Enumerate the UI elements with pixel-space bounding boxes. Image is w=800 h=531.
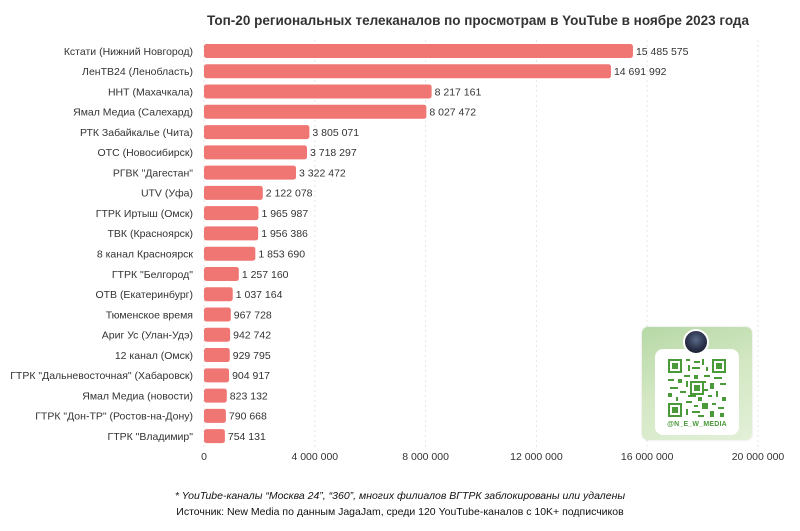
bar	[204, 327, 231, 342]
bar	[204, 206, 259, 221]
category-label: ЛенТВ24 (Ленобласть)	[82, 66, 193, 78]
qr-panel: @N_E_W_MEDIA	[655, 349, 739, 435]
footnote-note: * YouTube-каналы “Москва 24”, “360”, мно…	[174, 490, 626, 502]
bars	[204, 44, 633, 444]
avatar-logo	[683, 329, 709, 355]
x-tick-label: 4 000 000	[291, 451, 338, 463]
value-label: 942 742	[233, 330, 271, 342]
bar	[204, 226, 259, 241]
bar	[204, 266, 239, 281]
bar	[204, 408, 226, 423]
value-label: 967 728	[234, 309, 272, 321]
bar	[204, 348, 230, 363]
value-label: 929 795	[233, 350, 271, 362]
category-label: Тюменское время	[106, 309, 193, 321]
value-label: 15 485 575	[636, 46, 689, 58]
bar	[204, 84, 432, 99]
value-label: 1 037 164	[236, 289, 283, 301]
bar	[204, 307, 231, 322]
x-axis-ticks: 0 4 000 000 8 000 000 12 000 000 16 000 000 2…	[201, 451, 784, 463]
bar	[204, 145, 307, 160]
category-label: ОТВ (Екатеринбург)	[95, 289, 193, 301]
value-label: 1 956 386	[261, 228, 308, 240]
category-label: Ямал Медиа (новости)	[82, 390, 193, 402]
value-label: 8 217 161	[435, 86, 482, 98]
category-label: РГВК "Дагестан"	[113, 167, 193, 179]
value-label: 1 853 690	[258, 249, 305, 261]
value-label: 3 718 297	[310, 147, 357, 159]
value-labels: 15 485 575 14 691 992 8 217 161 8 027 472 3 …	[228, 46, 689, 443]
qr-card: @N_E_W_MEDIA	[642, 327, 752, 440]
category-label: UTV (Уфа)	[141, 188, 193, 200]
value-label: 823 132	[230, 390, 268, 402]
bar	[204, 185, 263, 200]
value-label: 790 668	[229, 411, 267, 423]
value-label: 1 965 987	[261, 208, 308, 220]
category-label: ГТРК "Владимир"	[108, 431, 194, 443]
category-label: Ямал Медиа (Салехард)	[73, 107, 193, 119]
value-label: 3 322 472	[299, 167, 346, 179]
category-label: Кстати (Нижний Новгород)	[64, 46, 193, 58]
bar	[204, 287, 233, 302]
category-label: ГТРК "Дон-ТР" (Ростов-на-Дону)	[35, 411, 193, 423]
value-label: 3 805 071	[312, 127, 359, 139]
category-label: Ариг Ус (Улан-Удэ)	[102, 330, 193, 342]
category-labels: Кстати (Нижний Новгород) ЛенТВ24 (Ленобла…	[10, 46, 193, 443]
bar	[204, 125, 310, 140]
bar	[204, 388, 227, 403]
qr-code-icon	[668, 359, 726, 417]
bar	[204, 165, 297, 180]
category-label: ОТС (Новосибирск)	[98, 147, 193, 159]
value-label: 754 131	[228, 431, 266, 443]
category-label: РТК Забайкалье (Чита)	[80, 127, 193, 139]
x-tick-label: 16 000 000	[621, 451, 674, 463]
category-label: ГТРК "Белгород"	[112, 269, 193, 281]
category-label: ГТРК Иртыш (Омск)	[96, 208, 193, 220]
value-label: 2 122 078	[266, 188, 313, 200]
bar	[204, 368, 230, 383]
value-label: 8 027 472	[429, 107, 476, 119]
bar	[204, 64, 611, 79]
value-label: 14 691 992	[614, 66, 667, 78]
bar	[204, 44, 633, 58]
category-label: ТВК (Красноярск)	[108, 228, 194, 240]
x-tick-label: 8 000 000	[402, 451, 449, 463]
chart-title: Топ-20 региональных телеканалов по просм…	[207, 13, 749, 28]
value-label: 904 917	[232, 370, 270, 382]
category-label: 8 канал Красноярск	[97, 249, 194, 261]
category-label: 12 канал (Омск)	[115, 350, 193, 362]
x-tick-label: 20 000 000	[732, 451, 785, 463]
bar	[204, 246, 256, 261]
x-tick-label: 12 000 000	[510, 451, 563, 463]
category-label: ГТРК "Дальневосточная" (Хабаровск)	[10, 370, 193, 382]
category-label: ННТ (Махачкала)	[108, 86, 193, 98]
footnote-source: Источник: New Media по данным JagaJam, с…	[176, 506, 624, 518]
bar	[204, 429, 225, 444]
bar	[204, 104, 427, 119]
channel-handle: @N_E_W_MEDIA	[667, 421, 727, 428]
value-label: 1 257 160	[242, 269, 289, 281]
x-tick-label: 0	[201, 451, 207, 463]
